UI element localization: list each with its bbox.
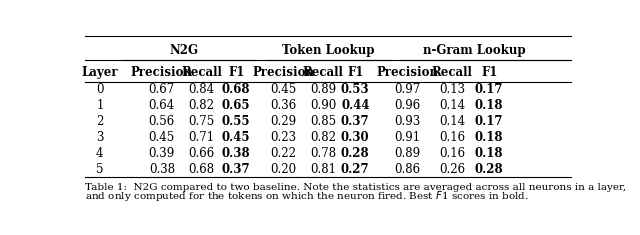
Text: 0.56: 0.56	[148, 115, 175, 128]
Text: 0.65: 0.65	[222, 99, 250, 112]
Text: 0.75: 0.75	[188, 115, 214, 128]
Text: 0.18: 0.18	[475, 147, 504, 160]
Text: and only computed for the tokens on which the neuron fired. Best $F$1 scores in : and only computed for the tokens on whic…	[85, 189, 529, 204]
Text: 0.36: 0.36	[270, 99, 296, 112]
Text: 0.38: 0.38	[222, 147, 250, 160]
Text: 0.93: 0.93	[394, 115, 420, 128]
Text: 0.22: 0.22	[270, 147, 296, 160]
Text: Recall: Recall	[431, 66, 472, 79]
Text: Precision: Precision	[252, 66, 314, 79]
Text: 0.66: 0.66	[188, 147, 214, 160]
Text: 0.37: 0.37	[222, 163, 250, 176]
Text: 0.28: 0.28	[475, 163, 504, 176]
Text: 0.86: 0.86	[394, 163, 420, 176]
Text: 0.18: 0.18	[475, 99, 504, 112]
Text: 0.68: 0.68	[188, 163, 214, 176]
Text: 1: 1	[96, 99, 104, 112]
Text: Precision: Precision	[376, 66, 438, 79]
Text: 5: 5	[96, 163, 104, 176]
Text: 0.97: 0.97	[394, 83, 420, 96]
Text: 0.85: 0.85	[310, 115, 336, 128]
Text: F1: F1	[481, 66, 497, 79]
Text: 0.84: 0.84	[188, 83, 214, 96]
Text: 0.14: 0.14	[439, 99, 465, 112]
Text: 0.64: 0.64	[148, 99, 175, 112]
Text: 0.89: 0.89	[394, 147, 420, 160]
Text: 0.29: 0.29	[270, 115, 296, 128]
Text: 4: 4	[96, 147, 104, 160]
Text: F1: F1	[228, 66, 244, 79]
Text: 0.55: 0.55	[222, 115, 250, 128]
Text: 0.20: 0.20	[270, 163, 296, 176]
Text: Layer: Layer	[81, 66, 118, 79]
Text: 2: 2	[96, 115, 104, 128]
Text: 0.16: 0.16	[439, 131, 465, 144]
Text: 0.14: 0.14	[439, 115, 465, 128]
Text: 0.44: 0.44	[341, 99, 369, 112]
Text: 0.16: 0.16	[439, 147, 465, 160]
Text: N2G: N2G	[170, 44, 198, 57]
Text: 0.30: 0.30	[341, 131, 369, 144]
Text: Recall: Recall	[303, 66, 344, 79]
Text: 0.38: 0.38	[148, 163, 175, 176]
Text: 0.17: 0.17	[475, 115, 504, 128]
Text: 0: 0	[96, 83, 104, 96]
Text: Precision: Precision	[131, 66, 193, 79]
Text: 0.27: 0.27	[341, 163, 369, 176]
Text: 0.37: 0.37	[341, 115, 369, 128]
Text: 0.53: 0.53	[341, 83, 369, 96]
Text: 0.68: 0.68	[222, 83, 250, 96]
Text: 0.45: 0.45	[270, 83, 296, 96]
Text: 0.18: 0.18	[475, 131, 504, 144]
Text: 0.67: 0.67	[148, 83, 175, 96]
Text: 0.90: 0.90	[310, 99, 336, 112]
Text: 0.91: 0.91	[394, 131, 420, 144]
Text: 0.82: 0.82	[189, 99, 214, 112]
Text: Table 1:  N2G compared to two baseline. Note the statistics are averaged across : Table 1: N2G compared to two baseline. N…	[85, 183, 626, 192]
Text: 0.82: 0.82	[310, 131, 336, 144]
Text: 0.17: 0.17	[475, 83, 504, 96]
Text: 0.28: 0.28	[341, 147, 369, 160]
Text: 0.45: 0.45	[222, 131, 250, 144]
Text: Recall: Recall	[181, 66, 222, 79]
Text: F1: F1	[347, 66, 364, 79]
Text: 0.81: 0.81	[310, 163, 336, 176]
Text: 0.26: 0.26	[439, 163, 465, 176]
Text: 0.89: 0.89	[310, 83, 336, 96]
Text: 0.23: 0.23	[270, 131, 296, 144]
Text: 3: 3	[96, 131, 104, 144]
Text: 0.45: 0.45	[148, 131, 175, 144]
Text: 0.96: 0.96	[394, 99, 420, 112]
Text: 0.39: 0.39	[148, 147, 175, 160]
Text: Token Lookup: Token Lookup	[282, 44, 374, 57]
Text: n-Gram Lookup: n-Gram Lookup	[423, 44, 525, 57]
Text: 0.13: 0.13	[439, 83, 465, 96]
Text: 0.71: 0.71	[188, 131, 214, 144]
Text: 0.78: 0.78	[310, 147, 336, 160]
